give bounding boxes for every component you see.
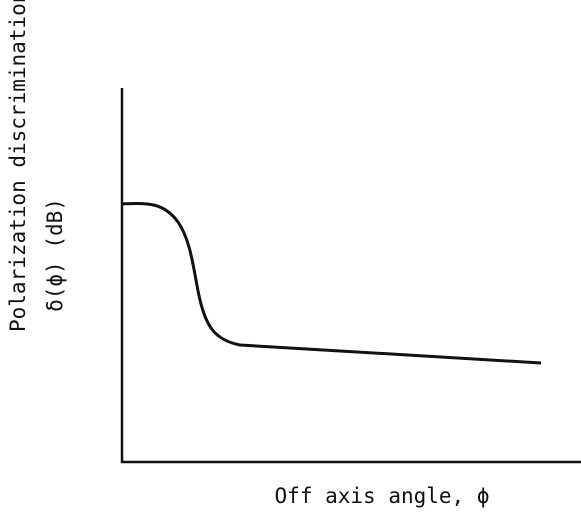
schematic-curve (121, 201, 542, 365)
y-axis-label: Polarization discrimination, (6, 0, 30, 332)
x-axis-label: Off axis angle, ϕ (275, 484, 490, 508)
y-axis-label: δ(ϕ) (dB) (43, 198, 67, 312)
